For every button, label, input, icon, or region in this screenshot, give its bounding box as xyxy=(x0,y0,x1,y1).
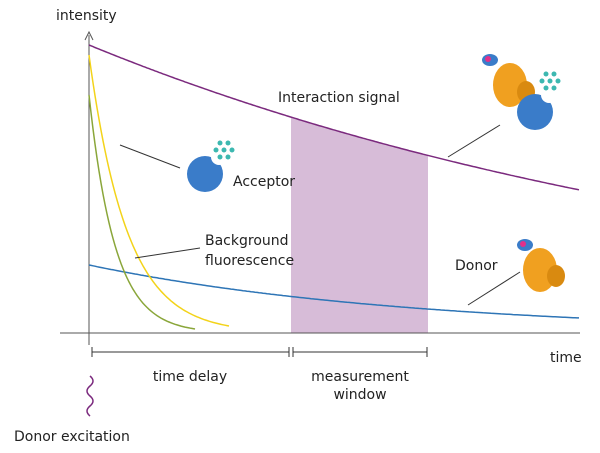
background-label: fluorescence xyxy=(205,253,294,269)
x-label: time xyxy=(550,350,582,366)
acceptor-label: Acceptor xyxy=(233,174,295,190)
window-mask xyxy=(291,0,428,156)
window-label: window xyxy=(333,387,386,403)
donor-curve xyxy=(88,264,579,319)
acceptor-icon xyxy=(187,140,235,192)
donor-icon xyxy=(517,239,565,292)
complex-icon xyxy=(482,54,561,130)
interaction-label: Interaction signal xyxy=(278,90,400,106)
background-curve xyxy=(88,94,196,330)
excitation-wave xyxy=(86,375,94,417)
y-label: intensity xyxy=(56,8,117,24)
delay-label: time delay xyxy=(153,369,227,385)
background-label: Background xyxy=(205,233,289,249)
interaction-curve xyxy=(88,44,580,191)
donor-label: Donor xyxy=(455,258,498,274)
pointers xyxy=(91,124,521,357)
window-label: measurement xyxy=(311,369,409,385)
y-arrow xyxy=(84,30,94,41)
excitation-label: Donor excitation xyxy=(14,429,130,445)
acceptor-curve xyxy=(88,54,230,327)
